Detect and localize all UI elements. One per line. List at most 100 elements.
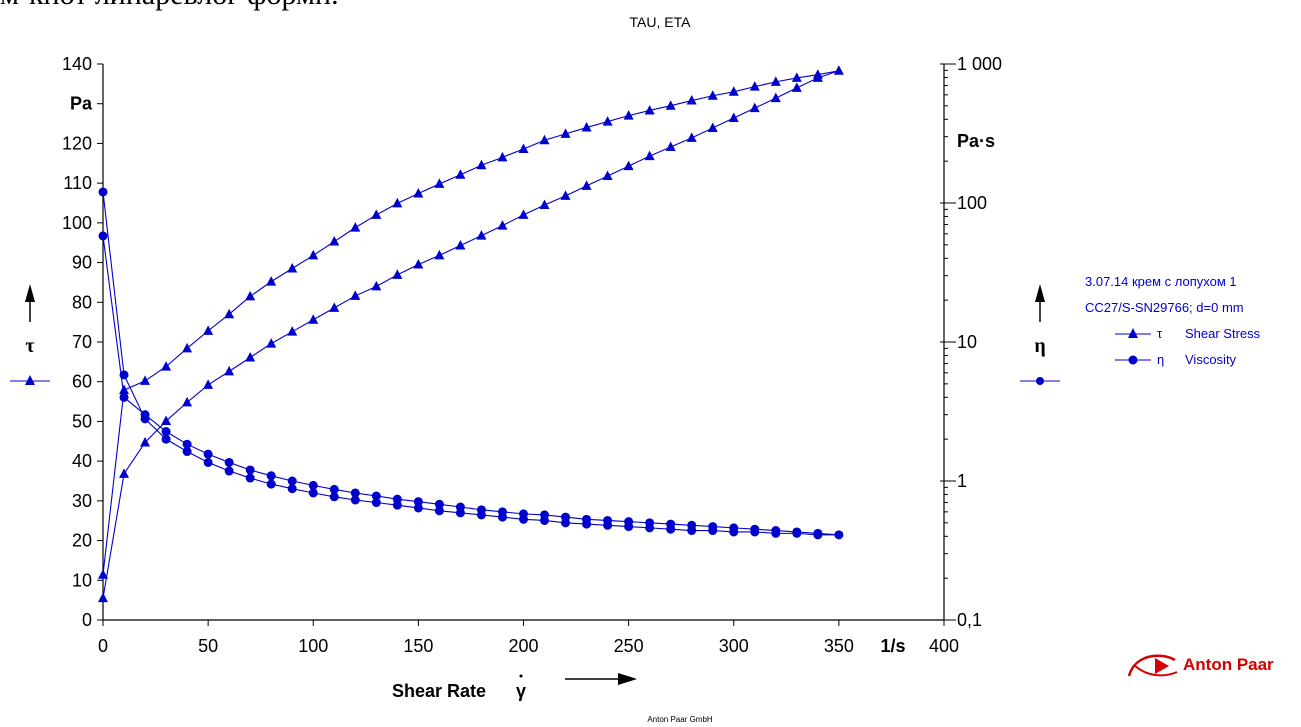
point-shear-stress	[476, 159, 487, 170]
point-viscosity	[203, 457, 213, 467]
y-left-tick-label: 120	[62, 133, 92, 153]
point-viscosity	[476, 505, 486, 515]
point-viscosity	[98, 231, 108, 241]
point-viscosity	[203, 449, 213, 459]
triangle-marker-icon	[1115, 328, 1151, 338]
series-line-viscosity	[102, 191, 839, 536]
point-viscosity	[308, 488, 318, 498]
legend-sample-name: 3.07.14 крем с лопухом 1	[1085, 274, 1237, 289]
point-shear-stress	[644, 150, 655, 161]
y-left-tick-label: 140	[62, 54, 92, 74]
y-left-symbol: τ	[25, 335, 34, 357]
point-viscosity	[329, 492, 339, 502]
y-left-tick-label: 60	[72, 372, 92, 392]
anton-paar-swoosh-icon	[1127, 654, 1178, 677]
logo-text: Anton Paar	[1183, 655, 1274, 674]
point-shear-stress	[623, 110, 634, 120]
point-shear-stress	[266, 338, 277, 348]
x-tick-label: 350	[824, 636, 854, 656]
point-viscosity	[371, 498, 381, 508]
point-viscosity	[455, 502, 465, 512]
point-viscosity	[224, 466, 234, 476]
footer-company: Anton Paar GmbH	[647, 715, 713, 724]
point-viscosity	[140, 410, 150, 420]
y-right-symbol: η	[1034, 335, 1045, 357]
point-shear-stress	[665, 100, 676, 110]
x-tick-label: 400	[929, 636, 959, 656]
point-shear-stress	[707, 122, 718, 132]
point-shear-stress	[329, 236, 340, 246]
y-left-tick-label: 100	[62, 213, 92, 233]
point-shear-stress	[224, 365, 235, 376]
point-viscosity	[813, 528, 823, 538]
legend-measuring-system: CC27/S-SN29766; d=0 mm	[1085, 300, 1244, 315]
point-viscosity	[119, 392, 129, 402]
legend-symbol-eta: η	[1157, 352, 1165, 367]
x-axis-title: Shear Rate	[392, 681, 486, 701]
point-shear-stress	[266, 276, 277, 286]
point-shear-stress	[686, 95, 697, 105]
point-shear-stress	[140, 375, 151, 385]
point-shear-stress	[140, 436, 151, 447]
legend-symbol-tau: τ	[1157, 326, 1163, 341]
point-shear-stress	[119, 384, 130, 395]
point-viscosity	[224, 457, 234, 467]
point-viscosity	[266, 471, 276, 481]
point-shear-stress	[455, 169, 466, 179]
x-tick-label: 0	[98, 636, 108, 656]
point-shear-stress	[602, 116, 613, 126]
point-shear-stress	[581, 122, 592, 132]
point-shear-stress	[308, 314, 319, 324]
point-viscosity	[666, 519, 676, 529]
x-tick-label: 100	[298, 636, 328, 656]
point-shear-stress	[98, 592, 108, 603]
point-shear-stress	[434, 178, 445, 188]
arrow-up-icon	[1035, 284, 1045, 302]
point-shear-stress	[350, 290, 361, 300]
point-shear-stress	[791, 72, 802, 82]
point-viscosity	[350, 495, 360, 505]
point-shear-stress	[161, 415, 172, 426]
circle-marker-icon	[1115, 355, 1151, 365]
x-axis-symbol: γ	[516, 681, 526, 701]
point-viscosity	[350, 488, 360, 498]
point-shear-stress	[161, 361, 172, 371]
point-viscosity	[729, 523, 739, 533]
point-viscosity	[308, 480, 318, 490]
point-viscosity	[540, 510, 550, 520]
point-shear-stress	[98, 569, 108, 579]
point-viscosity	[582, 514, 592, 524]
point-shear-stress	[770, 76, 781, 86]
point-shear-stress	[476, 230, 487, 240]
x-tick-label: 300	[719, 636, 749, 656]
point-shear-stress	[497, 220, 508, 230]
point-shear-stress	[308, 249, 319, 260]
point-shear-stress	[665, 141, 676, 152]
triangle-marker-icon	[25, 375, 35, 385]
document-header-text: м-кнот линаревлог формп.	[0, 0, 339, 12]
point-viscosity	[750, 524, 760, 534]
point-viscosity	[287, 476, 297, 486]
point-shear-stress	[182, 342, 193, 353]
legend-item-shear-stress: τ Shear Stress	[1085, 326, 1260, 342]
y-left-unit: Pa	[70, 94, 93, 114]
point-viscosity	[119, 370, 129, 380]
point-shear-stress	[728, 86, 739, 96]
point-shear-stress	[812, 69, 823, 79]
point-viscosity	[603, 515, 613, 525]
point-shear-stress	[245, 351, 256, 362]
point-shear-stress	[287, 263, 298, 273]
y-left-tick-label: 70	[72, 332, 92, 352]
y-right-tick-label: 10	[957, 332, 977, 352]
point-shear-stress	[560, 190, 571, 200]
point-shear-stress	[833, 65, 844, 75]
point-viscosity	[287, 484, 297, 494]
point-viscosity	[266, 479, 276, 489]
point-shear-stress	[329, 302, 340, 312]
point-shear-stress	[224, 308, 235, 319]
point-shear-stress	[371, 280, 382, 291]
y-right-unit: Pa·s	[957, 131, 995, 151]
y-right-tick-label: 0,1	[957, 610, 982, 630]
point-shear-stress	[518, 209, 529, 219]
